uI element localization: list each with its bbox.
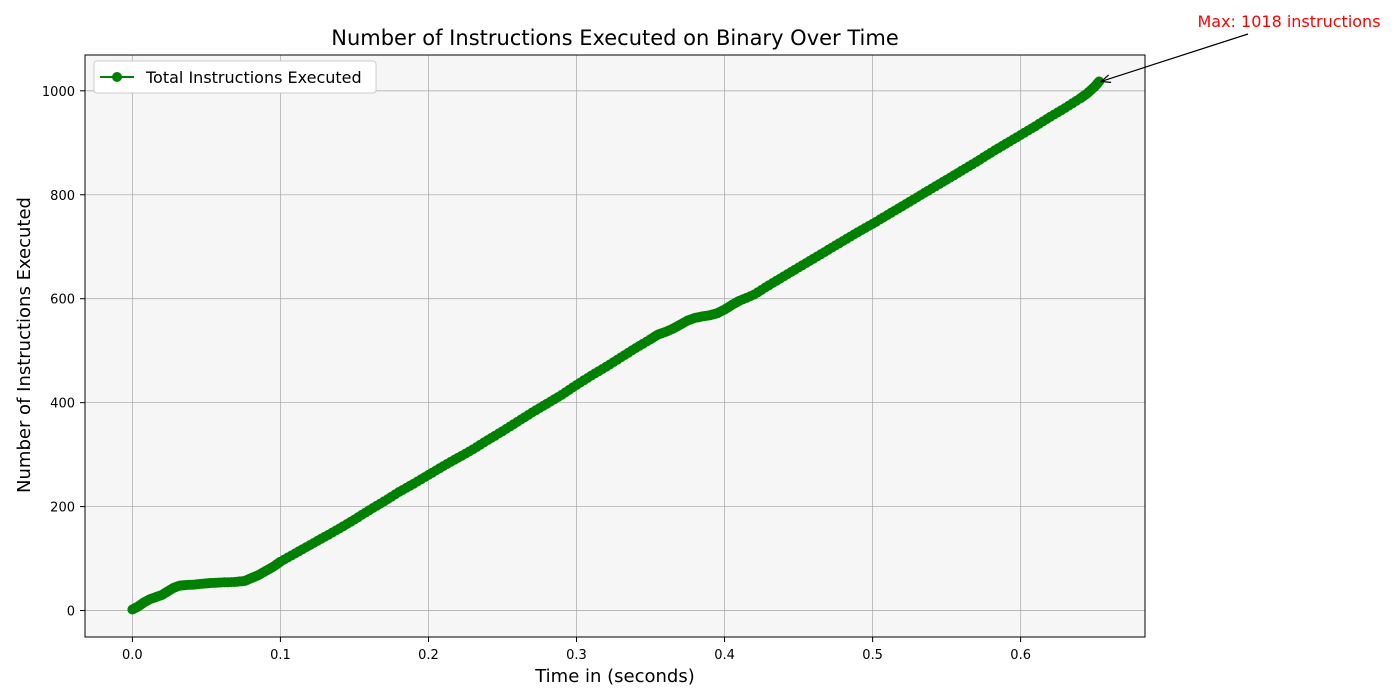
- y-tick-label: 800: [50, 189, 75, 204]
- y-tick-label: 400: [50, 397, 75, 412]
- x-tick-label: 0.1: [270, 648, 291, 663]
- y-axis-ticks: 0 200 400 600 800 1000: [42, 85, 85, 620]
- y-axis-label: Number of Instructions Executed: [14, 197, 35, 493]
- annotation-arrow: [1100, 33, 1249, 83]
- max-annotation: Max: 1018 instructions: [1099, 12, 1381, 83]
- x-tick-label: 0.4: [714, 648, 735, 663]
- y-tick-label: 0: [67, 605, 75, 620]
- y-tick-label: 200: [50, 501, 75, 516]
- x-axis-ticks: 0.0 0.1 0.2 0.3 0.4 0.5 0.6: [122, 637, 1031, 663]
- series-layer: [127, 76, 1105, 615]
- chart-title: Number of Instructions Executed on Binar…: [331, 26, 899, 50]
- x-tick-label: 0.3: [566, 648, 587, 663]
- y-tick-label: 1000: [42, 85, 75, 100]
- y-tick-label: 600: [50, 293, 75, 308]
- x-tick-label: 0.5: [862, 648, 883, 663]
- legend: Total Instructions Executed: [93, 60, 377, 94]
- x-tick-label: 0.2: [418, 648, 439, 663]
- grid-lines: [85, 55, 1145, 637]
- x-tick-label: 0.0: [122, 648, 143, 663]
- plot-frame: [84, 54, 1146, 638]
- data-point: [1094, 76, 1105, 87]
- annotation-text: Max: 1018 instructions: [1197, 12, 1380, 31]
- plot-area: [85, 55, 1145, 637]
- legend-label: Total Instructions Executed: [145, 68, 362, 87]
- x-tick-label: 0.6: [1010, 648, 1031, 663]
- legend-marker: [112, 72, 122, 82]
- annotation-arrow-head: [1099, 74, 1112, 83]
- x-axis-label: Time in (seconds): [534, 666, 695, 687]
- legend-box: [93, 60, 377, 94]
